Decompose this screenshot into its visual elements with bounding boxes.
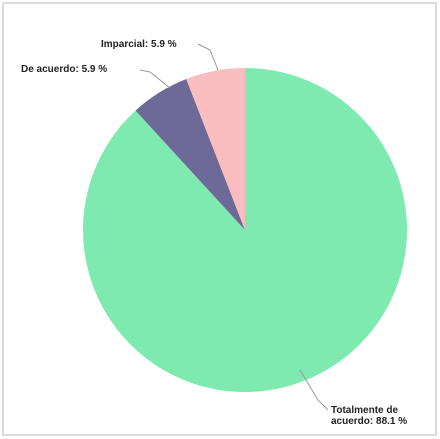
leader-line: [299, 369, 329, 411]
leader-line: [197, 43, 219, 71]
slice-label: De acuerdo: 5.9 %: [21, 64, 108, 75]
slice-label: Totalmente de acuerdo: 88.1 %: [331, 405, 408, 427]
pie-slice: [186, 68, 245, 230]
frame: [2, 2, 437, 436]
slice-label: Imparcial: 5.9 %: [101, 39, 177, 50]
pie-slice: [135, 79, 245, 230]
pie-slice: [83, 68, 408, 392]
leader-line: [139, 69, 171, 89]
